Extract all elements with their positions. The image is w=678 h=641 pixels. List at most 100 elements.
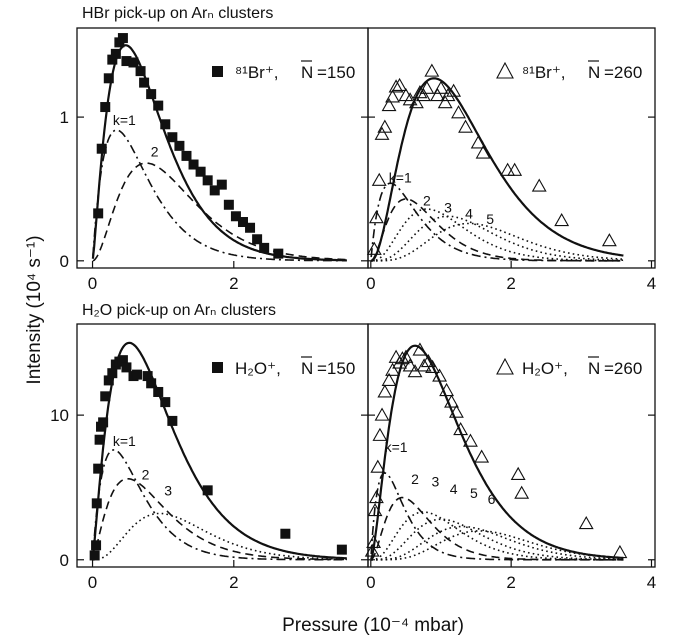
- legend-ion: H₂O⁺,: [235, 359, 281, 378]
- fit-curve-total: [91, 341, 347, 560]
- data-point: [446, 83, 462, 97]
- data-point: [392, 77, 408, 92]
- k-label: 2: [423, 192, 431, 208]
- data-point: [385, 362, 401, 376]
- legend-value: =260: [604, 63, 642, 82]
- data-point: [110, 48, 121, 59]
- data-point: [96, 143, 107, 154]
- legend-nbar: N: [301, 63, 313, 82]
- x-axis-title: Pressure (10⁻⁴ mbar): [282, 615, 464, 636]
- k-label: 3: [444, 200, 452, 216]
- fit-curve-k1: [370, 472, 624, 561]
- data-point: [475, 145, 491, 159]
- k-label: k=1: [113, 433, 136, 449]
- data-point: [202, 175, 213, 186]
- fit-curve-k3: [371, 208, 624, 262]
- data-point: [107, 54, 118, 65]
- fit-curve-k2: [370, 496, 624, 561]
- legend-ion: H₂O⁺,: [522, 359, 568, 378]
- fit-curve-total: [370, 77, 624, 262]
- fit-curve-total: [370, 344, 624, 560]
- data-point: [336, 544, 347, 555]
- legend-ion: ⁸¹Br⁺,: [522, 63, 566, 82]
- data-point: [388, 79, 404, 93]
- data-point: [94, 434, 105, 445]
- fit-curve-total: [91, 44, 347, 262]
- data-point: [103, 73, 114, 84]
- legend-nbar: N: [588, 63, 600, 82]
- data-point: [531, 178, 547, 192]
- data-point: [364, 543, 380, 557]
- legend-marker-square: [212, 66, 223, 77]
- data-point: [223, 199, 234, 210]
- data-point: [415, 87, 431, 102]
- data-point: [451, 105, 466, 119]
- data-point: [448, 404, 464, 418]
- data-point: [181, 150, 192, 161]
- legend-nbar: N: [301, 359, 313, 378]
- data-point: [146, 378, 157, 389]
- data-point: [121, 56, 132, 67]
- fit-curve-k2: [92, 162, 347, 262]
- x-tick-label: 0: [366, 573, 375, 592]
- x-tick-label: 2: [506, 274, 515, 293]
- legend-value: =150: [317, 359, 355, 378]
- legend: H₂O⁺, N =150: [212, 356, 355, 378]
- legend-nbar: N: [588, 359, 600, 378]
- data-point: [430, 87, 445, 102]
- x-tick-label: 4: [647, 573, 656, 592]
- data-point: [103, 375, 114, 386]
- fit-curve-k3: [92, 512, 347, 561]
- data-point: [370, 459, 386, 473]
- data-point: [216, 179, 227, 190]
- y-axis-title: Intensity (10⁴ s⁻¹): [24, 235, 45, 384]
- fit-curve-k1: [92, 449, 347, 561]
- data-point: [132, 369, 143, 380]
- data-point: [167, 132, 178, 143]
- data-point: [612, 544, 628, 559]
- section-title-h2o: H₂O pick-up on Arₙ clusters: [82, 302, 276, 319]
- data-point: [188, 159, 199, 170]
- data-point: [366, 534, 382, 548]
- data-point: [142, 371, 153, 382]
- data-point: [440, 87, 456, 102]
- data-point: [394, 351, 410, 365]
- data-point: [100, 102, 111, 113]
- fit-curve-k2: [370, 198, 624, 262]
- data-point: [174, 140, 185, 151]
- k-label: 4: [450, 481, 458, 497]
- data-point: [91, 498, 102, 509]
- legend-ion: ⁸¹Br⁺,: [235, 63, 279, 82]
- data-point: [381, 97, 397, 112]
- data-point: [463, 433, 478, 447]
- k-label: 5: [486, 211, 494, 227]
- legend-marker-triangle: [496, 357, 514, 375]
- data-point: [601, 233, 617, 247]
- data-point: [470, 135, 486, 149]
- k-label: k=1: [385, 439, 408, 455]
- data-point: [412, 85, 428, 99]
- data-point: [381, 372, 397, 386]
- data-point: [93, 463, 104, 474]
- data-point: [500, 162, 516, 176]
- data-point: [91, 540, 102, 551]
- data-point: [121, 362, 132, 373]
- data-point: [153, 386, 164, 397]
- data-point: [209, 185, 220, 196]
- k-label: 5: [470, 485, 478, 501]
- fit-curve-k3: [371, 511, 624, 561]
- data-point: [374, 407, 390, 421]
- legend-marker-triangle: [496, 61, 514, 79]
- data-point: [374, 126, 390, 140]
- data-point: [252, 234, 263, 245]
- data-point: [93, 208, 104, 219]
- data-point: [135, 66, 146, 77]
- k-label: 2: [151, 144, 159, 160]
- data-point: [402, 92, 418, 106]
- fit-curve-k1: [92, 129, 347, 262]
- data-point: [514, 485, 530, 499]
- x-tick-label: 4: [647, 274, 656, 293]
- y-tick-label: 10: [50, 406, 69, 425]
- data-point: [507, 162, 523, 176]
